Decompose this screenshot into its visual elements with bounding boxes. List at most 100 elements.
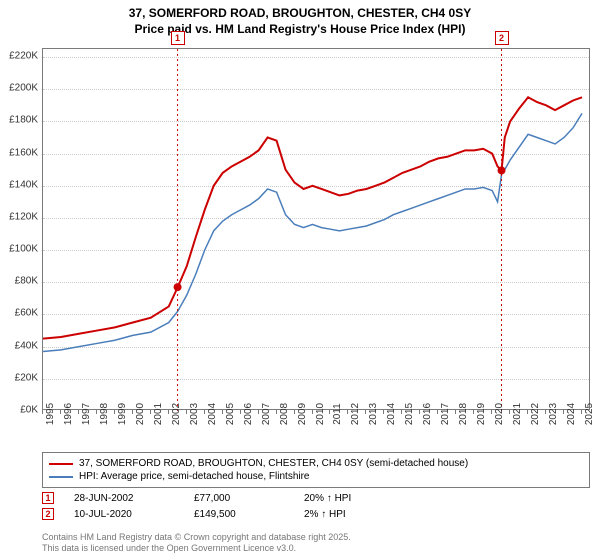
- y-tick-label: £200K: [9, 83, 38, 94]
- sale-row: 2 10-JUL-2020 £149,500 2% ↑ HPI: [42, 506, 590, 522]
- y-tick-label: £120K: [9, 211, 38, 222]
- x-tick-label: 2025: [584, 403, 595, 425]
- x-tick-label: 2011: [332, 403, 343, 425]
- title-line2: Price paid vs. HM Land Registry's House …: [0, 22, 600, 38]
- x-tick-mark: [509, 410, 510, 414]
- sale-date: 28-JUN-2002: [74, 493, 174, 504]
- x-tick-mark: [437, 410, 438, 414]
- x-tick-mark: [581, 410, 582, 414]
- x-tick-label: 2023: [548, 403, 559, 425]
- x-tick-mark: [401, 410, 402, 414]
- x-tick-label: 2003: [189, 403, 200, 425]
- chart-plot-area: 12: [42, 48, 590, 410]
- y-tick-label: £80K: [15, 276, 38, 287]
- x-tick-label: 2001: [153, 403, 164, 425]
- chart-title: 37, SOMERFORD ROAD, BROUGHTON, CHESTER, …: [0, 0, 600, 37]
- x-tick-label: 2009: [297, 403, 308, 425]
- x-tick-mark: [419, 410, 420, 414]
- x-tick-mark: [383, 410, 384, 414]
- x-tick-mark: [491, 410, 492, 414]
- x-tick-mark: [60, 410, 61, 414]
- x-tick-label: 2004: [207, 403, 218, 425]
- x-tick-mark: [96, 410, 97, 414]
- x-tick-mark: [222, 410, 223, 414]
- x-tick-mark: [258, 410, 259, 414]
- y-tick-label: £0K: [20, 405, 38, 416]
- legend-item: 37, SOMERFORD ROAD, BROUGHTON, CHESTER, …: [49, 457, 583, 470]
- x-tick-mark: [150, 410, 151, 414]
- sale-pct: 2% ↑ HPI: [304, 509, 404, 520]
- x-tick-label: 2008: [279, 403, 290, 425]
- marker-dot-2: [498, 166, 506, 174]
- y-axis: £0K£20K£40K£60K£80K£100K£120K£140K£160K£…: [0, 48, 40, 410]
- y-tick-label: £220K: [9, 51, 38, 62]
- y-tick-label: £60K: [15, 308, 38, 319]
- x-tick-mark: [204, 410, 205, 414]
- x-axis: 1995199619971998199920002001200220032004…: [42, 410, 590, 450]
- x-tick-label: 2013: [368, 403, 379, 425]
- sale-date: 10-JUL-2020: [74, 509, 174, 520]
- y-tick-label: £140K: [9, 179, 38, 190]
- attribution-line2: This data is licensed under the Open Gov…: [42, 543, 590, 554]
- x-tick-label: 1995: [45, 403, 56, 425]
- x-tick-mark: [545, 410, 546, 414]
- marker-dot-1: [174, 283, 182, 291]
- x-tick-label: 2014: [386, 403, 397, 425]
- x-tick-label: 1999: [117, 403, 128, 425]
- x-tick-label: 2016: [422, 403, 433, 425]
- chart-svg: [43, 49, 589, 409]
- x-tick-mark: [168, 410, 169, 414]
- legend-item: HPI: Average price, semi-detached house,…: [49, 470, 583, 483]
- x-tick-mark: [240, 410, 241, 414]
- x-tick-mark: [527, 410, 528, 414]
- x-tick-mark: [114, 410, 115, 414]
- x-tick-label: 1996: [63, 403, 74, 425]
- sale-price: £149,500: [194, 509, 284, 520]
- x-tick-label: 2015: [404, 403, 415, 425]
- x-tick-mark: [42, 410, 43, 414]
- x-tick-mark: [276, 410, 277, 414]
- x-tick-label: 2002: [171, 403, 182, 425]
- sale-row: 1 28-JUN-2002 £77,000 20% ↑ HPI: [42, 490, 590, 506]
- x-tick-label: 2021: [512, 403, 523, 425]
- legend-swatch: [49, 476, 73, 478]
- sales-table: 1 28-JUN-2002 £77,000 20% ↑ HPI 2 10-JUL-2020…: [42, 490, 590, 522]
- attribution-line1: Contains HM Land Registry data © Crown c…: [42, 532, 590, 543]
- y-tick-label: £40K: [15, 340, 38, 351]
- x-tick-mark: [78, 410, 79, 414]
- y-tick-label: £160K: [9, 147, 38, 158]
- legend-label: 37, SOMERFORD ROAD, BROUGHTON, CHESTER, …: [79, 458, 468, 469]
- marker-label-2: 2: [495, 31, 509, 45]
- legend: 37, SOMERFORD ROAD, BROUGHTON, CHESTER, …: [42, 452, 590, 488]
- x-tick-mark: [329, 410, 330, 414]
- sale-price: £77,000: [194, 493, 284, 504]
- x-tick-mark: [294, 410, 295, 414]
- x-tick-mark: [312, 410, 313, 414]
- x-tick-mark: [347, 410, 348, 414]
- x-tick-label: 2019: [476, 403, 487, 425]
- x-tick-label: 2005: [225, 403, 236, 425]
- x-tick-mark: [365, 410, 366, 414]
- x-tick-label: 2022: [530, 403, 541, 425]
- x-tick-mark: [473, 410, 474, 414]
- sale-marker: 1: [42, 492, 54, 504]
- title-line1: 37, SOMERFORD ROAD, BROUGHTON, CHESTER, …: [0, 6, 600, 22]
- y-tick-label: £180K: [9, 115, 38, 126]
- x-tick-label: 2006: [243, 403, 254, 425]
- x-tick-mark: [132, 410, 133, 414]
- sale-marker: 2: [42, 508, 54, 520]
- x-tick-label: 2010: [315, 403, 326, 425]
- series-property: [43, 97, 582, 338]
- attribution: Contains HM Land Registry data © Crown c…: [42, 532, 590, 554]
- x-tick-label: 2018: [458, 403, 469, 425]
- sale-pct: 20% ↑ HPI: [304, 493, 404, 504]
- x-tick-mark: [455, 410, 456, 414]
- x-tick-mark: [563, 410, 564, 414]
- y-tick-label: £100K: [9, 244, 38, 255]
- legend-swatch: [49, 463, 73, 465]
- x-tick-label: 2007: [261, 403, 272, 425]
- x-tick-label: 1998: [99, 403, 110, 425]
- marker-label-1: 1: [171, 31, 185, 45]
- x-tick-label: 2012: [350, 403, 361, 425]
- x-tick-label: 2017: [440, 403, 451, 425]
